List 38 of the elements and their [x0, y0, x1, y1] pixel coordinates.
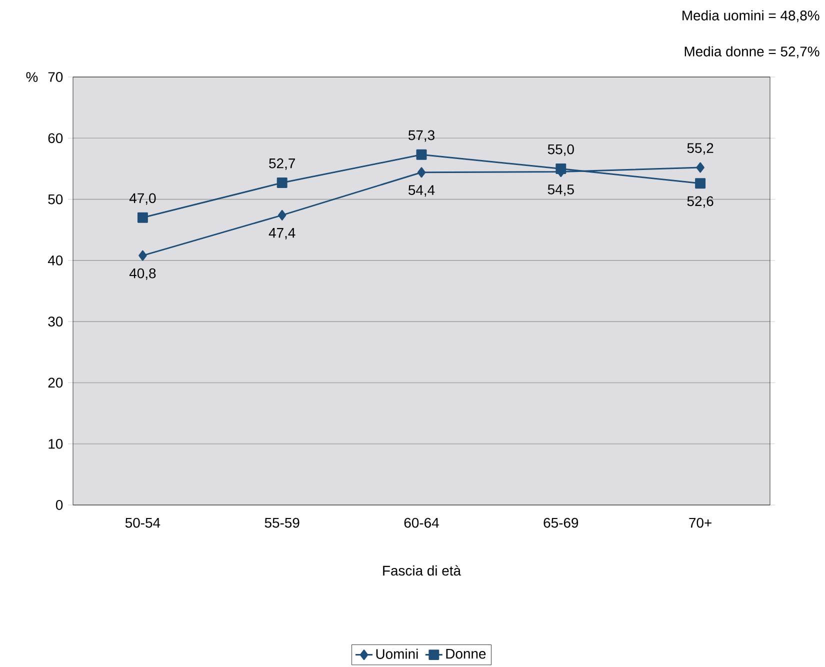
x-tick-label: 65-69 — [544, 518, 578, 528]
y-tick-label: 40 — [48, 255, 63, 266]
data-label: 54,5 — [548, 184, 574, 196]
legend-label: Uomini — [376, 648, 418, 659]
y-tick-label: 50 — [48, 194, 63, 204]
x-tick-label: 60-64 — [404, 518, 439, 528]
point — [416, 149, 427, 160]
data-label: 47,4 — [268, 228, 296, 240]
data-label: 52,7 — [269, 158, 295, 170]
text: Media uomini = 48,8% — [682, 10, 820, 22]
point — [138, 250, 147, 261]
data-label: 55,2 — [687, 143, 714, 155]
x-tick-label: 70+ — [689, 518, 712, 528]
y-tick-label: 0 — [56, 500, 63, 510]
text: Media donne = 52,7% — [684, 46, 820, 58]
y-axis-title: % — [26, 72, 38, 82]
x-axis-title: Fascia di età — [383, 565, 462, 576]
point — [556, 163, 566, 174]
point — [137, 212, 148, 223]
y-tick-label: 10 — [48, 438, 63, 449]
data-label: 40,8 — [129, 268, 156, 280]
x-tick-label: 50-54 — [125, 518, 160, 528]
data-label: 57,3 — [408, 130, 434, 142]
point — [417, 167, 426, 178]
data-label: 55,0 — [548, 144, 574, 156]
point — [278, 210, 286, 220]
y-tick-label: 60 — [48, 133, 63, 144]
data-label: 47,0 — [129, 193, 156, 205]
legend-label: Donne — [446, 648, 486, 659]
y-tick-label: 20 — [48, 378, 63, 388]
point — [695, 178, 706, 189]
data-label: 52,6 — [687, 196, 714, 208]
point — [696, 162, 704, 173]
data-label: 54,4 — [408, 185, 435, 197]
x-tick-label: 55-59 — [264, 518, 300, 528]
y-tick-label: 30 — [48, 316, 63, 327]
point — [276, 178, 288, 188]
y-tick-label: 70 — [48, 72, 63, 82]
